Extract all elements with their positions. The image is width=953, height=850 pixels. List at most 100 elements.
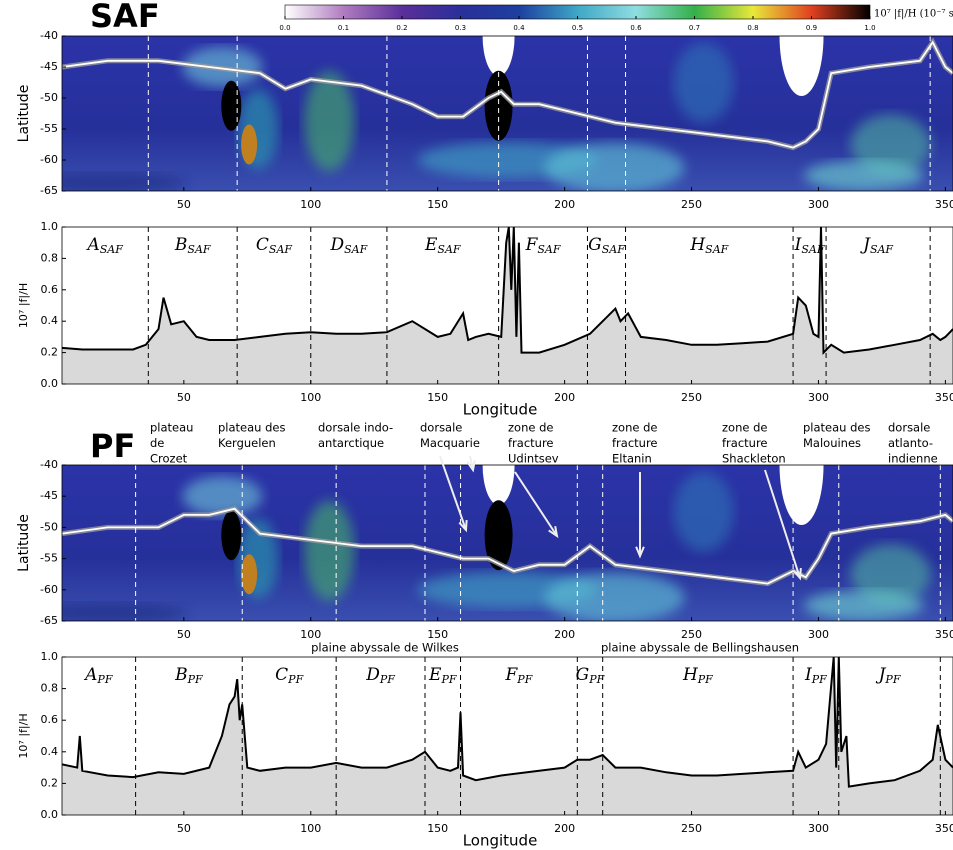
texture (482, 465, 515, 505)
x-tick-label: 50 (177, 628, 191, 641)
basin-label: plaine abyssale de Bellingshausen (601, 641, 799, 655)
x-axis-label: Longitude (463, 401, 538, 419)
arrow (514, 471, 558, 537)
y-tick-label: 0.6 (41, 283, 59, 296)
annotation: dorsale (888, 421, 930, 435)
x-tick-label: 250 (681, 628, 702, 641)
texture (544, 572, 685, 621)
texture (62, 173, 187, 191)
region-label: ASAF (85, 235, 123, 257)
x-tick-label: 150 (427, 391, 448, 404)
plot-frame (61, 226, 953, 385)
colorbar-tick-label: 0.7 (689, 24, 700, 32)
y-tick-label: -45 (40, 60, 58, 73)
region-label: FPF (505, 665, 533, 687)
map-image (62, 465, 953, 621)
region-letter: I (794, 235, 802, 255)
x-tick-label: 250 (681, 822, 702, 835)
annotation: Eltanin (612, 452, 652, 466)
region-letter: G (576, 665, 590, 685)
x-tick-label: 350 (935, 198, 953, 211)
annotation: plateau (150, 421, 193, 435)
region-label: BSAF (174, 235, 211, 257)
region-subscript: PF (588, 673, 604, 686)
y-tick-label: -55 (40, 122, 58, 135)
region-letter: E (424, 235, 438, 255)
annotation: Kerguelen (218, 436, 276, 450)
texture (221, 510, 242, 561)
plot-frame (61, 464, 953, 622)
x-tick-label: 200 (554, 391, 575, 404)
annotation: fracture (612, 436, 658, 450)
x-tick-label: 100 (300, 628, 321, 641)
region-subscript: PF (379, 673, 395, 686)
region-letter: B (174, 665, 188, 685)
section-title: SAF (90, 0, 160, 35)
colorbar-tick-label: 0.3 (455, 24, 466, 32)
x-tick-label: 50 (177, 822, 191, 835)
region-label: HPF (682, 665, 713, 687)
x-tick-label: 150 (427, 198, 448, 211)
region-subscript: SAF (537, 243, 560, 256)
region-letter: F (505, 665, 519, 685)
x-tick-label: 250 (681, 391, 702, 404)
region-label: CPF (275, 665, 303, 687)
region-subscript: PF (516, 673, 532, 686)
region-letter: D (329, 235, 344, 255)
region-letter: H (689, 235, 706, 255)
region-label: FSAF (525, 235, 561, 257)
annotation: plateau des (218, 421, 285, 435)
region-subscript: SAF (602, 243, 625, 256)
y-tick-label: 0.6 (41, 713, 59, 726)
arrow-head (635, 546, 645, 559)
region-label: JSAF (860, 235, 893, 257)
region-letter: A (85, 235, 99, 255)
y-tick-label: 0.2 (41, 776, 59, 789)
region-label: DPF (365, 665, 395, 687)
texture (484, 500, 513, 571)
colorbar-tick-label: 0.5 (572, 24, 583, 32)
annotation: plateau des (803, 421, 870, 435)
x-tick-label: 250 (681, 198, 702, 211)
y-axis-label: 10⁷ |f|/H (17, 283, 30, 328)
front-line (62, 507, 953, 585)
region-subscript: SAF (100, 243, 123, 256)
y-axis-label: Latitude (16, 85, 32, 143)
annotation: zone de (508, 421, 553, 435)
region-subscript: PF (440, 673, 456, 686)
region-letter: I (804, 665, 812, 685)
annotation: Shackleton (722, 452, 786, 466)
annotation: antarctique (318, 436, 384, 450)
colorbar-tick-label: 0.6 (630, 24, 642, 32)
basin-label: plaine abyssale de Wilkes (311, 641, 459, 655)
front-line (62, 40, 953, 149)
region-subscript: SAF (187, 243, 210, 256)
region-label: HSAF (689, 235, 728, 257)
x-tick-label: 300 (808, 198, 829, 211)
region-label: IPF (804, 665, 827, 687)
arrow (764, 469, 801, 579)
y-tick-label: 0.2 (41, 346, 59, 359)
y-tick-label: -55 (40, 552, 58, 565)
profile-line (62, 227, 953, 355)
y-axis-label: 10⁷ |f|/H (17, 713, 30, 758)
colorbar-tick-label: 1.0 (864, 24, 875, 32)
y-tick-label: 0.4 (41, 314, 59, 327)
x-tick-label: 300 (808, 628, 829, 641)
region-subscript: PF (811, 673, 827, 686)
annotation: fracture (508, 436, 554, 450)
annotation: dorsale indo- (318, 421, 393, 435)
annotation: dorsale (420, 421, 462, 435)
region-subscript: SAF (437, 243, 460, 256)
region-letter: B (174, 235, 188, 255)
region-letter: F (525, 235, 539, 255)
x-tick-label: 150 (427, 822, 448, 835)
x-tick-label: 50 (177, 198, 191, 211)
y-tick-label: -60 (40, 583, 58, 596)
colorbar-tick-label: 0.8 (747, 24, 758, 32)
region-subscript: PF (884, 673, 900, 686)
x-tick-label: 200 (554, 628, 575, 641)
annotation: indienne (888, 452, 938, 466)
texture (803, 590, 924, 621)
